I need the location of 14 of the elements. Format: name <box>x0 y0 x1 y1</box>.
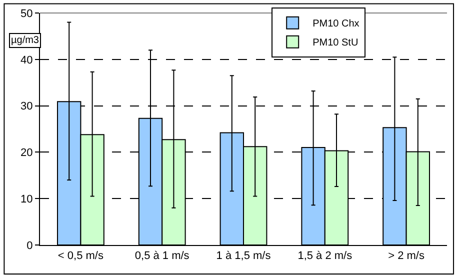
x-tick-label: 0,5 à 1 m/s <box>134 250 190 262</box>
x-tick-label: 1 à 1,5 m/s <box>216 250 272 262</box>
legend-label: PM10 Chx <box>312 18 360 30</box>
text: µg/m3 <box>11 35 40 46</box>
x-tick-label: 1,5 à 2 m/s <box>298 250 353 262</box>
y-tick-label: 20 <box>20 147 33 160</box>
y-tick-label: 10 <box>20 193 33 206</box>
y-tick-label: 40 <box>20 54 33 66</box>
y-tick-label: 30 <box>20 100 33 113</box>
x-tick-label: < 0,5 m/s <box>58 250 104 262</box>
y-tick-label: 50 <box>20 8 33 20</box>
x-tick-label: > 2 m/s <box>388 250 425 262</box>
legend-label: PM10 StU <box>312 38 358 49</box>
y-tick-label: 0 <box>26 240 33 252</box>
